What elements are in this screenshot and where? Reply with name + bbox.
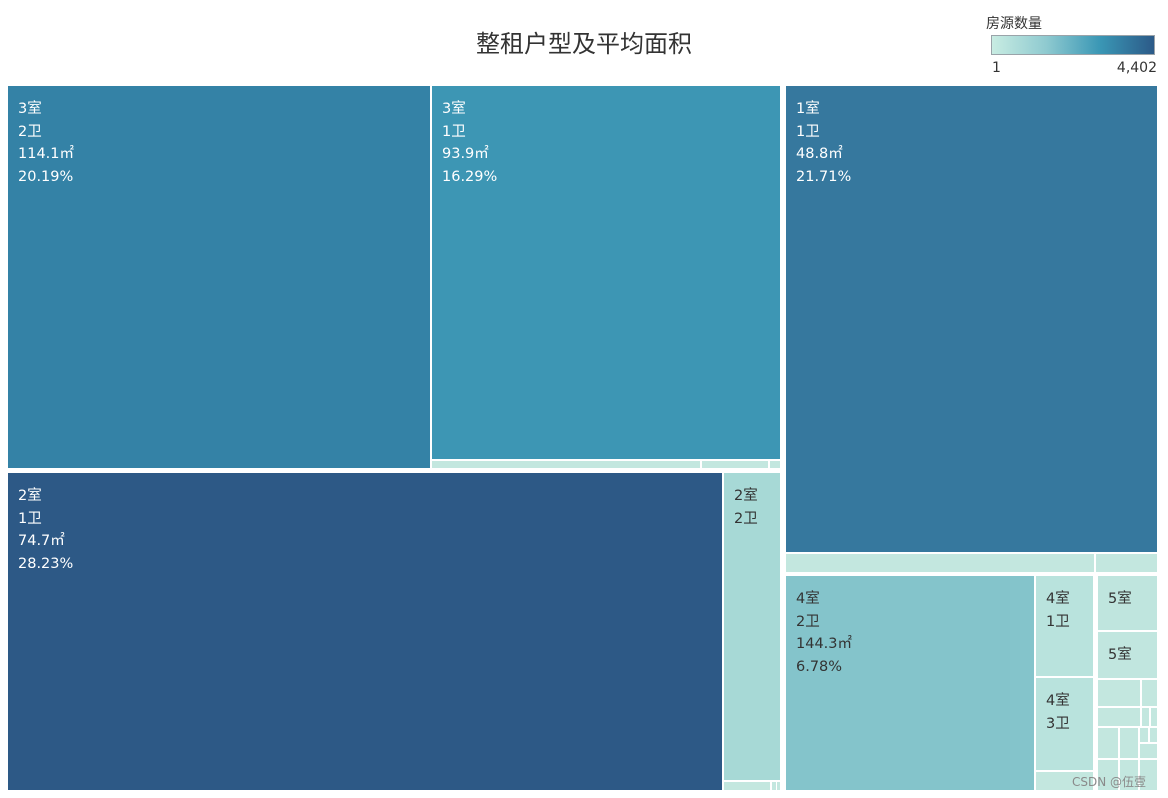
treemap-small-cell[interactable] <box>772 782 776 790</box>
cell-share: 20.19% <box>18 168 74 185</box>
treemap-cell[interactable]: 4室 3卫 <box>1036 678 1093 770</box>
treemap-small-cell[interactable] <box>1120 760 1138 790</box>
cell-area: 93.9㎡ <box>442 146 489 162</box>
treemap-small-cell[interactable] <box>432 461 700 468</box>
treemap-small-cell[interactable] <box>1150 728 1157 742</box>
treemap-small-cell[interactable] <box>1140 728 1148 742</box>
treemap-small-cell[interactable] <box>770 461 780 468</box>
cell-share: 16.29% <box>442 168 498 185</box>
cell-share: 21.71% <box>796 168 852 185</box>
treemap-small-cell[interactable] <box>724 782 770 790</box>
cell-label: 5室 <box>1108 588 1132 611</box>
treemap-small-cell[interactable] <box>777 782 780 790</box>
treemap-small-cell[interactable] <box>702 461 768 468</box>
treemap-cell[interactable]: 2室 1卫 74.7㎡ 28.23% <box>8 473 722 790</box>
cell-rooms: 4室 <box>1046 591 1070 607</box>
treemap-cell[interactable]: 3室 1卫 93.9㎡ 16.29% <box>432 86 780 459</box>
cell-baths: 2卫 <box>796 613 820 630</box>
cell-rooms: 4室 <box>796 591 820 607</box>
cell-label: 5室 <box>1108 644 1132 667</box>
treemap-small-cell[interactable] <box>1120 728 1138 758</box>
watermark: CSDN @伍壹 <box>1071 775 1146 789</box>
treemap-small-cell[interactable] <box>1098 680 1140 706</box>
cell-label: 3室 2卫 114.1㎡ 20.19% <box>18 98 74 188</box>
legend-gradient-bar <box>991 35 1155 55</box>
cell-rooms: 4室 <box>1046 693 1070 709</box>
treemap-cell[interactable]: 3室 2卫 114.1㎡ 20.19% <box>8 86 430 468</box>
treemap-cell[interactable]: 5室 <box>1098 576 1157 630</box>
cell-rooms: 2室 <box>18 488 42 504</box>
cell-label: 4室 3卫 <box>1046 690 1070 735</box>
cell-share: 6.78% <box>796 658 843 675</box>
treemap-cell[interactable]: 4室 2卫 144.3㎡ 6.78% <box>786 576 1034 790</box>
treemap-cell[interactable]: 1室 1卫 48.8㎡ 21.71% <box>786 86 1157 552</box>
treemap-small-cell[interactable] <box>1098 708 1140 726</box>
treemap-small-cell[interactable] <box>1142 680 1157 706</box>
cell-baths: 1卫 <box>442 123 466 140</box>
treemap-small-cell[interactable] <box>1140 744 1157 758</box>
treemap-small-cell[interactable] <box>1151 708 1157 726</box>
legend-max-label: 4,402 <box>1116 60 1157 76</box>
cell-label: 2室 1卫 74.7㎡ 28.23% <box>18 485 73 575</box>
cell-rooms: 3室 <box>442 101 466 117</box>
cell-area: 114.1㎡ <box>18 146 75 162</box>
cell-rooms: 3室 <box>18 101 42 117</box>
treemap-cell[interactable]: 2室 2卫 <box>724 473 780 780</box>
treemap-small-cell[interactable] <box>1036 772 1093 790</box>
treemap-small-cell[interactable] <box>1098 760 1118 790</box>
chart-title: 整租户型及平均面积 <box>476 30 692 58</box>
treemap-small-cell[interactable] <box>1098 728 1118 758</box>
cell-share: 28.23% <box>18 555 74 572</box>
treemap-cell[interactable]: 4室 1卫 <box>1036 576 1093 676</box>
cell-label: 2室 2卫 <box>734 485 758 530</box>
cell-label: 4室 1卫 <box>1046 588 1070 633</box>
cell-baths: 1卫 <box>1046 613 1070 630</box>
cell-baths: 3卫 <box>1046 715 1070 732</box>
cell-baths: 2卫 <box>734 510 758 527</box>
treemap-small-cell[interactable] <box>1096 554 1157 572</box>
cell-baths: 1卫 <box>796 123 820 140</box>
treemap-small-cell[interactable] <box>786 554 1094 572</box>
legend-title: 房源数量 <box>986 16 1042 32</box>
cell-baths: 2卫 <box>18 123 42 140</box>
color-legend: 房源数量 1 4,402 <box>986 12 1162 82</box>
legend-min-label: 1 <box>992 60 1001 76</box>
cell-area: 48.8㎡ <box>796 146 843 162</box>
cell-area: 144.3㎡ <box>796 636 853 652</box>
cell-rooms: 5室 <box>1108 591 1132 607</box>
cell-rooms: 2室 <box>734 488 758 504</box>
treemap-small-cell[interactable] <box>1140 760 1157 790</box>
cell-label: 4室 2卫 144.3㎡ 6.78% <box>796 588 852 678</box>
cell-rooms: 1室 <box>796 101 820 117</box>
cell-label: 3室 1卫 93.9㎡ 16.29% <box>442 98 497 188</box>
treemap-cell[interactable]: 5室 <box>1098 632 1157 678</box>
cell-rooms: 5室 <box>1108 647 1132 663</box>
treemap-small-cell[interactable] <box>1142 708 1149 726</box>
cell-label: 1室 1卫 48.8㎡ 21.71% <box>796 98 851 188</box>
cell-baths: 1卫 <box>18 510 42 527</box>
cell-area: 74.7㎡ <box>18 533 65 549</box>
